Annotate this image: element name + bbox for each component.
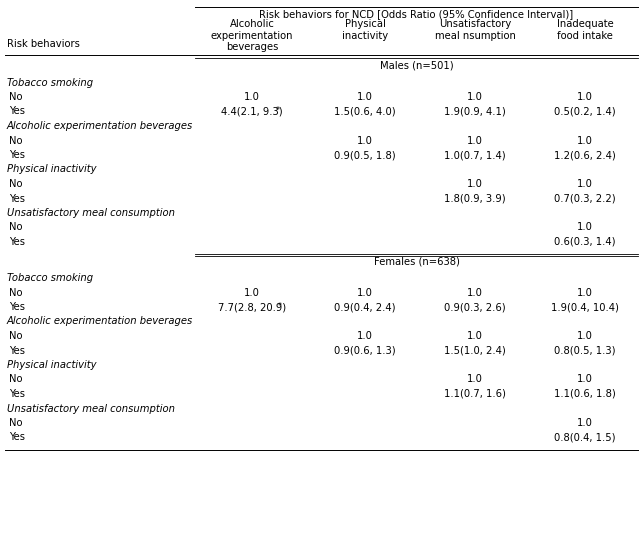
Text: Risk behaviors for NCD [Odds Ratio (95% Confidence Interval)]: Risk behaviors for NCD [Odds Ratio (95% … [260,9,574,19]
Text: Yes: Yes [9,237,25,247]
Text: Females (n=638): Females (n=638) [374,257,460,267]
Text: 1.0: 1.0 [577,374,593,385]
Text: Yes: Yes [9,433,25,443]
Text: 1.2(0.6, 2.4): 1.2(0.6, 2.4) [554,150,616,160]
Text: No: No [9,92,22,102]
Text: 1.0: 1.0 [467,288,483,298]
Text: 1.1(0.7, 1.6): 1.1(0.7, 1.6) [444,389,506,399]
Text: 1.0: 1.0 [467,92,483,102]
Text: 0.9(0.5, 1.8): 0.9(0.5, 1.8) [334,150,395,160]
Text: 1.5(0.6, 4.0): 1.5(0.6, 4.0) [334,106,395,117]
Text: 1.0: 1.0 [467,331,483,341]
Text: No: No [9,179,22,189]
Text: 1.5(1.0, 2.4): 1.5(1.0, 2.4) [444,346,506,355]
Text: No: No [9,288,22,298]
Text: Males (n=501): Males (n=501) [379,61,453,71]
Text: No: No [9,136,22,146]
Text: Yes: Yes [9,193,25,203]
Text: 0.9(0.3, 2.6): 0.9(0.3, 2.6) [444,302,506,312]
Text: Risk behaviors: Risk behaviors [7,39,80,49]
Text: 1.0: 1.0 [357,288,373,298]
Text: Alcoholic experimentation beverages: Alcoholic experimentation beverages [7,317,193,326]
Text: 7.7(2.8, 20.9): 7.7(2.8, 20.9) [218,302,286,312]
Text: Yes: Yes [9,106,25,117]
Text: Inadequate
food intake: Inadequate food intake [556,19,613,40]
Text: 1.0: 1.0 [577,418,593,428]
Text: Tobacco smoking: Tobacco smoking [7,77,93,88]
Text: Physical inactivity: Physical inactivity [7,165,97,174]
Text: 0.7(0.3, 2.2): 0.7(0.3, 2.2) [554,193,616,203]
Text: 1.0: 1.0 [577,222,593,233]
Text: 0.8(0.5, 1.3): 0.8(0.5, 1.3) [554,346,616,355]
Text: 1.0(0.7, 1.4): 1.0(0.7, 1.4) [444,150,506,160]
Text: 1.0: 1.0 [357,136,373,146]
Text: Alcoholic experimentation beverages: Alcoholic experimentation beverages [7,121,193,131]
Text: 0.8(0.4, 1.5): 0.8(0.4, 1.5) [554,433,616,443]
Text: 1.0: 1.0 [577,179,593,189]
Text: No: No [9,418,22,428]
Text: Unsatisfactory meal consumption: Unsatisfactory meal consumption [7,208,175,218]
Text: Alcoholic
experimentation
beverages: Alcoholic experimentation beverages [211,19,293,52]
Text: Yes: Yes [9,302,25,312]
Text: 0.9(0.6, 1.3): 0.9(0.6, 1.3) [334,346,395,355]
Text: 1.0: 1.0 [467,179,483,189]
Text: 1.0: 1.0 [577,331,593,341]
Text: 1.0: 1.0 [577,288,593,298]
Text: 1.0: 1.0 [577,136,593,146]
Text: No: No [9,222,22,233]
Text: 1.9(0.9, 4.1): 1.9(0.9, 4.1) [444,106,506,117]
Text: No: No [9,331,22,341]
Text: Tobacco smoking: Tobacco smoking [7,273,93,283]
Text: 1.0: 1.0 [357,331,373,341]
Text: 1.0: 1.0 [577,92,593,102]
Text: 0.9(0.4, 2.4): 0.9(0.4, 2.4) [334,302,395,312]
Text: 1.8(0.9, 3.9): 1.8(0.9, 3.9) [444,193,506,203]
Text: 1.0: 1.0 [467,374,483,385]
Text: 1.0: 1.0 [467,136,483,146]
Text: Yes: Yes [9,150,25,160]
Text: Unsatisfactory meal consumption: Unsatisfactory meal consumption [7,403,175,414]
Text: 0.6(0.3, 1.4): 0.6(0.3, 1.4) [554,237,616,247]
Text: Physical
inactivity: Physical inactivity [342,19,388,40]
Text: Unsatisfactory
meal nsumption: Unsatisfactory meal nsumption [435,19,515,40]
Text: Physical inactivity: Physical inactivity [7,360,97,370]
Text: *: * [278,302,281,311]
Text: No: No [9,374,22,385]
Text: 1.0: 1.0 [244,92,260,102]
Text: 1.9(0.4, 10.4): 1.9(0.4, 10.4) [551,302,619,312]
Text: *: * [276,106,279,116]
Text: Yes: Yes [9,389,25,399]
Text: Yes: Yes [9,346,25,355]
Text: 1.0: 1.0 [244,288,260,298]
Text: 0.5(0.2, 1.4): 0.5(0.2, 1.4) [554,106,616,117]
Text: 4.4(2.1, 9.3): 4.4(2.1, 9.3) [221,106,283,117]
Text: 1.1(0.6, 1.8): 1.1(0.6, 1.8) [554,389,616,399]
Text: 1.0: 1.0 [357,92,373,102]
